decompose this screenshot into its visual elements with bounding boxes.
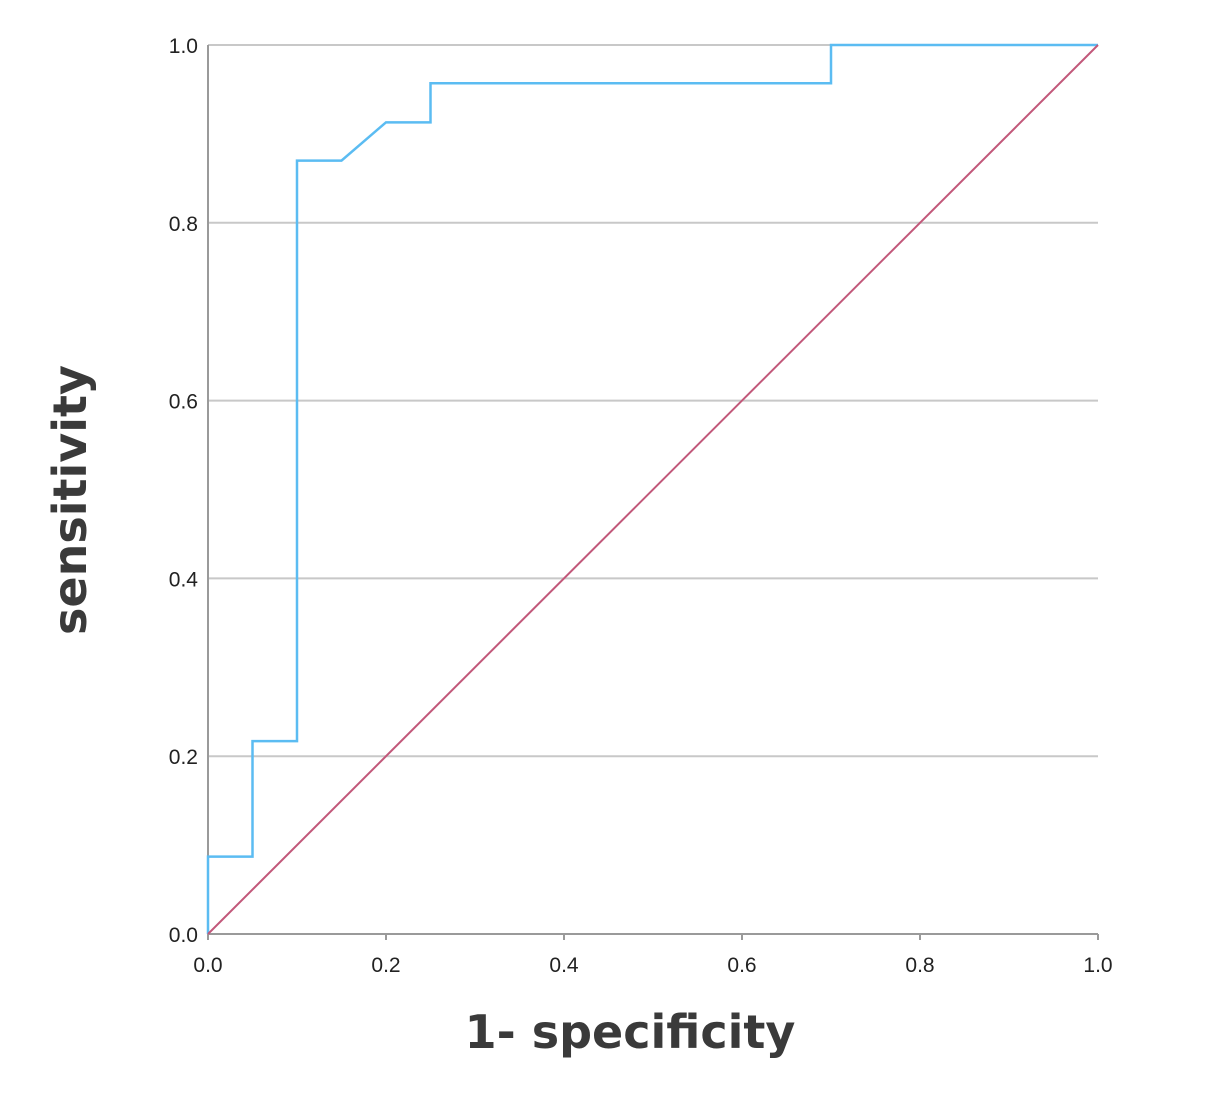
y-axis-title: sensitivity	[43, 365, 97, 635]
series-lines	[206, 43, 1099, 935]
x-tick-label: 0.0	[193, 954, 222, 977]
x-tick-label: 0.6	[727, 954, 756, 977]
reference-line	[207, 44, 1099, 935]
x-tick-label: 0.4	[549, 954, 579, 977]
y-tick-label: 0.8	[169, 213, 198, 236]
tick-labels: 0.0 0.2 0.4 0.6 0.8 1.0 0.0 0.2 0.4 0.6 0.8 1.0	[169, 35, 1113, 977]
y-tick-label: 0.6	[169, 391, 198, 414]
y-tick-label: 0.2	[169, 746, 198, 769]
y-tick-label: 1.0	[169, 35, 198, 58]
axes	[207, 45, 1099, 940]
x-tick-label: 1.0	[1083, 954, 1112, 977]
grid-lines	[208, 44, 1098, 758]
y-tick-label: 0.0	[169, 924, 198, 947]
y-tick-label: 0.4	[169, 568, 199, 591]
x-axis-title: 1- specificity	[465, 1005, 796, 1059]
roc-curve	[206, 43, 1098, 934]
x-tick-label: 0.8	[905, 954, 934, 977]
x-tick-label: 0.2	[371, 954, 400, 977]
